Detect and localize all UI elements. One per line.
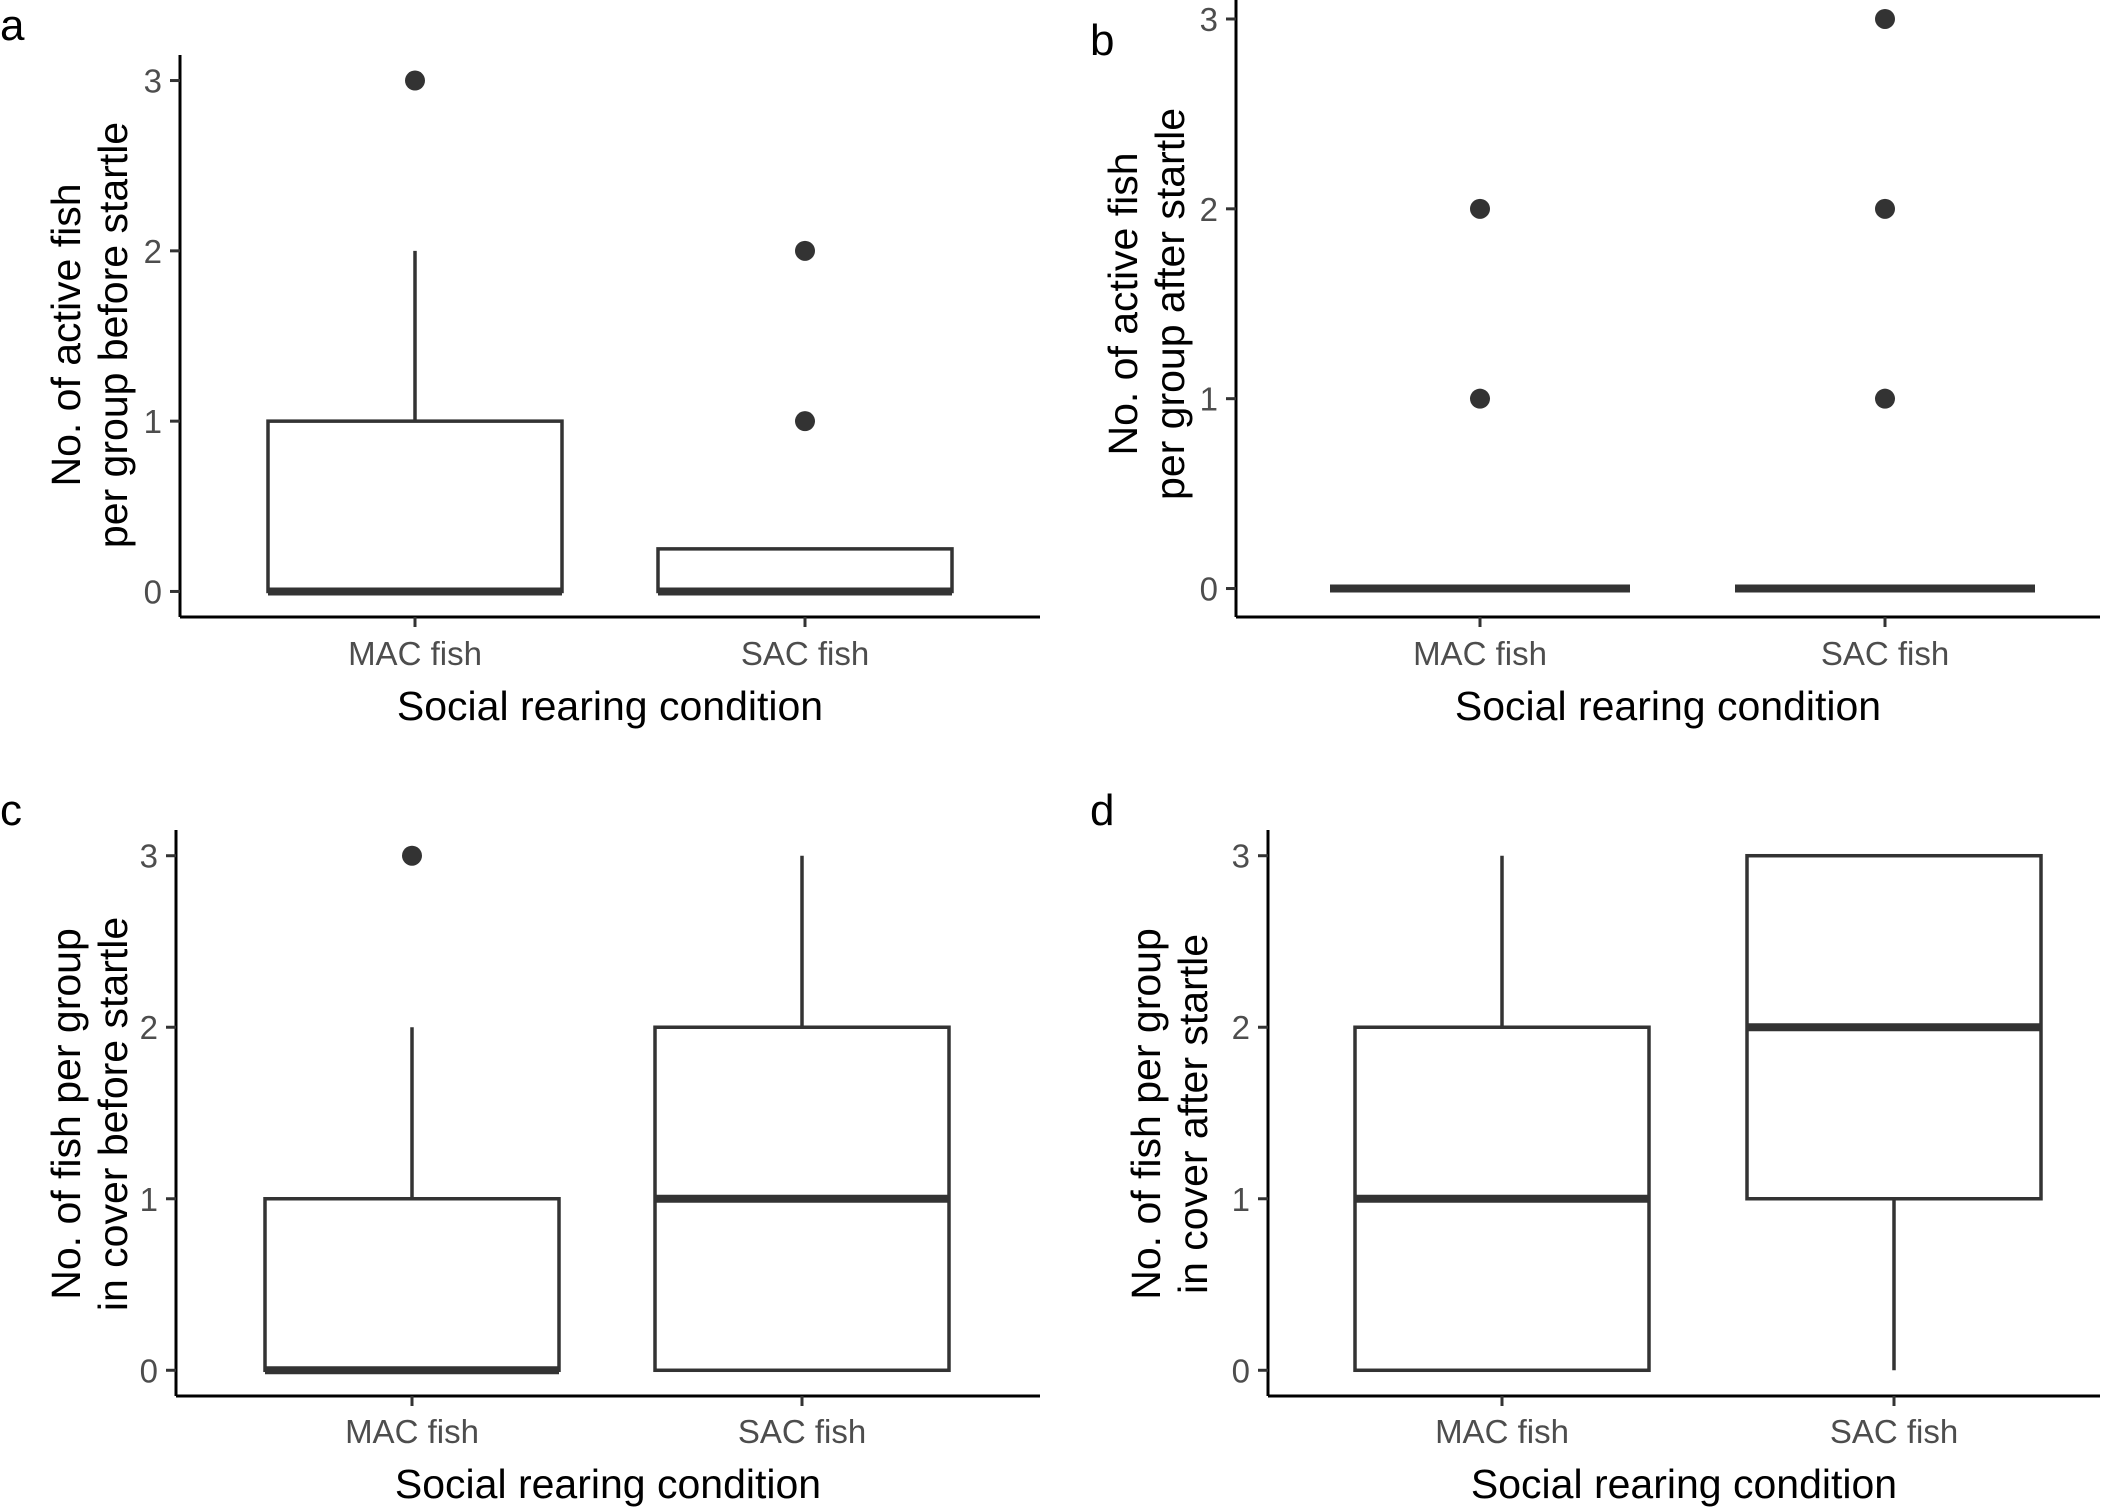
y-tick-label: 3 bbox=[1200, 1, 1218, 38]
y-axis-title: No. of fish per groupin cover after star… bbox=[1123, 928, 1216, 1299]
y-axis-title-line: per group after startle bbox=[1147, 108, 1193, 500]
outlier-point bbox=[795, 411, 815, 432]
y-tick-label: 2 bbox=[140, 1009, 158, 1046]
panel-c-letter: c bbox=[0, 786, 22, 835]
panel-d: d 0 1 2 3 MAC fish SAC fish Social rearing cond… bbox=[1090, 786, 2100, 1507]
y-tick-label: 1 bbox=[1232, 1181, 1250, 1218]
x-tick-label: MAC fish bbox=[1413, 635, 1547, 672]
y-tick-label: 2 bbox=[1200, 191, 1218, 228]
y-tick-label: 2 bbox=[144, 233, 162, 270]
x-axis-title: Social rearing condition bbox=[397, 683, 823, 729]
y-tick-label: 0 bbox=[1200, 571, 1218, 608]
panel-a-letter: a bbox=[0, 1, 25, 50]
outlier-point bbox=[1875, 8, 1895, 29]
panel-c: c 0 1 2 3 MAC fish SAC fish Social rearing cond… bbox=[0, 786, 1040, 1507]
y-axis-title-line: No. of active fish bbox=[43, 183, 89, 486]
x-axis-title: Social rearing condition bbox=[1471, 1461, 1897, 1507]
outlier-point bbox=[402, 845, 422, 866]
x-tick-label: SAC fish bbox=[1830, 1413, 1958, 1450]
y-tick-label: 0 bbox=[144, 573, 162, 610]
y-axis-title: No. of active fishper group after startl… bbox=[1100, 108, 1193, 500]
x-tick-label: SAC fish bbox=[741, 635, 869, 672]
y-axis-title-line: per group before startle bbox=[90, 122, 136, 548]
x-tick-label: MAC fish bbox=[348, 635, 482, 672]
y-tick-label: 0 bbox=[140, 1352, 158, 1389]
panel-a: a 0 1 2 3 MAC fish SAC fish Social rearing cond… bbox=[0, 1, 1040, 729]
y-tick-label: 3 bbox=[140, 838, 158, 875]
y-tick-label: 1 bbox=[144, 403, 162, 440]
iqr-box bbox=[656, 547, 954, 594]
outlier-point bbox=[1875, 388, 1895, 409]
box-mac-fish bbox=[266, 70, 564, 596]
outlier-point bbox=[1470, 198, 1490, 219]
box-sac-fish bbox=[1735, 8, 2035, 593]
outlier-point bbox=[1875, 198, 1895, 219]
x-axis-title: Social rearing condition bbox=[395, 1461, 821, 1507]
iqr-box bbox=[263, 1197, 561, 1373]
y-axis-title-line: No. of fish per group bbox=[43, 928, 89, 1299]
box-sac-fish bbox=[656, 240, 954, 596]
y-tick-label: 3 bbox=[1232, 838, 1250, 875]
y-axis-title-line: No. of active fish bbox=[1100, 152, 1146, 455]
box-sac-fish bbox=[653, 855, 951, 1373]
x-tick-label: MAC fish bbox=[345, 1413, 479, 1450]
y-axis-title-line: in cover before startle bbox=[90, 917, 136, 1311]
box-mac-fish bbox=[1330, 198, 1630, 593]
outlier-point bbox=[405, 70, 425, 91]
y-tick-label: 3 bbox=[144, 63, 162, 100]
x-tick-label: SAC fish bbox=[738, 1413, 866, 1450]
x-tick-label: SAC fish bbox=[1821, 635, 1949, 672]
y-tick-label: 0 bbox=[1232, 1352, 1250, 1389]
panel-d-letter: d bbox=[1090, 786, 1114, 835]
iqr-box bbox=[266, 419, 564, 594]
y-axis-title: No. of fish per groupin cover before sta… bbox=[43, 917, 136, 1311]
y-tick-label: 1 bbox=[140, 1181, 158, 1218]
x-axis-title: Social rearing condition bbox=[1455, 683, 1881, 729]
box-mac-fish bbox=[1353, 855, 1651, 1373]
y-axis-title-line: in cover after startle bbox=[1170, 934, 1216, 1294]
y-axis-title: No. of active fishper group before start… bbox=[43, 122, 136, 548]
y-tick-label: 1 bbox=[1200, 381, 1218, 418]
y-tick-label: 2 bbox=[1232, 1009, 1250, 1046]
box-mac-fish bbox=[263, 845, 561, 1375]
outlier-point bbox=[1470, 388, 1490, 409]
panel-b: b 0 1 2 3 MAC fish SAC fish Social rearing cond… bbox=[1090, 0, 2100, 729]
x-tick-label: MAC fish bbox=[1435, 1413, 1569, 1450]
box-sac-fish bbox=[1745, 853, 2043, 1371]
panel-b-letter: b bbox=[1090, 16, 1114, 65]
y-axis-title-line: No. of fish per group bbox=[1123, 928, 1169, 1299]
outlier-point bbox=[795, 240, 815, 261]
